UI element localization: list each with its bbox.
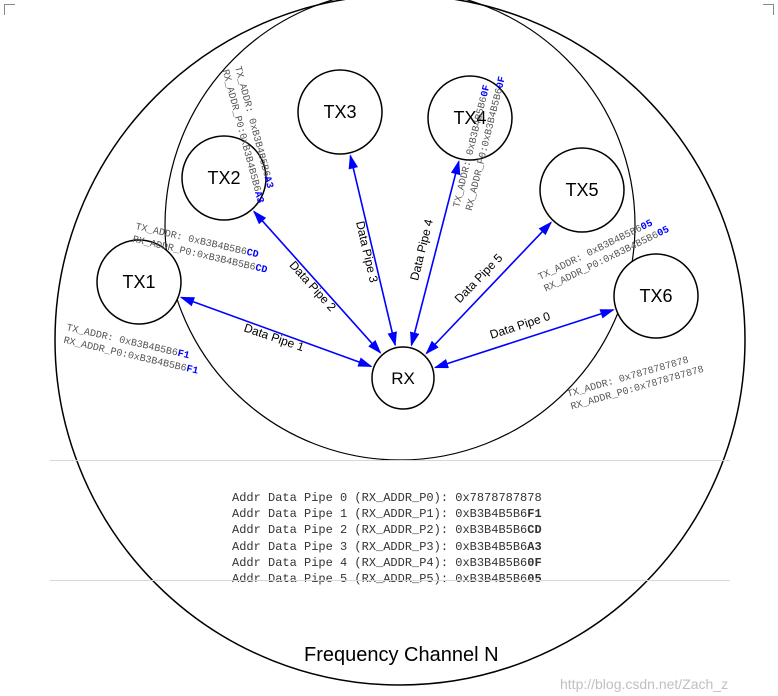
tx-label: TX5 xyxy=(565,180,598,200)
rx-label: RX xyxy=(391,369,415,388)
watermark-text: http://blog.csdn.net/Zach_z xyxy=(560,676,728,692)
separator-line-top xyxy=(50,460,730,461)
pipe-label: Data Pipe 1 xyxy=(242,321,306,355)
pipe-label: Data Pipe 4 xyxy=(407,217,436,282)
diagram-stage: Data Pipe 1 Data Pipe 2 Data Pipe 3 Data Pi… xyxy=(0,0,778,696)
tx-label: TX2 xyxy=(207,168,240,188)
tx-label: TX6 xyxy=(639,286,672,306)
corner-marker-tr xyxy=(763,4,774,15)
pipe-label: Data Pipe 0 xyxy=(488,309,552,342)
address-table: Addr Data Pipe 0 (RX_ADDR_P0): 0x7878787… xyxy=(232,490,542,587)
tx-label: TX3 xyxy=(323,102,356,122)
pipe-label: Data Pipe 2 xyxy=(287,258,340,314)
pipe-label: Data Pipe 3 xyxy=(353,220,381,285)
addr-label-group: TX_ADDR: 0xB3B4B5B6F1RX_ADDR_P0:0xB3B4B5… xyxy=(62,323,202,377)
separator-line-bottom xyxy=(50,580,730,581)
addr-label-group: TX_ADDR: 0x7878787878RX_ADDR_P0:0x787878… xyxy=(566,352,705,413)
tx-label: TX1 xyxy=(122,272,155,292)
corner-marker-tl xyxy=(4,4,15,15)
frequency-channel-label: Frequency Channel N xyxy=(304,644,499,667)
